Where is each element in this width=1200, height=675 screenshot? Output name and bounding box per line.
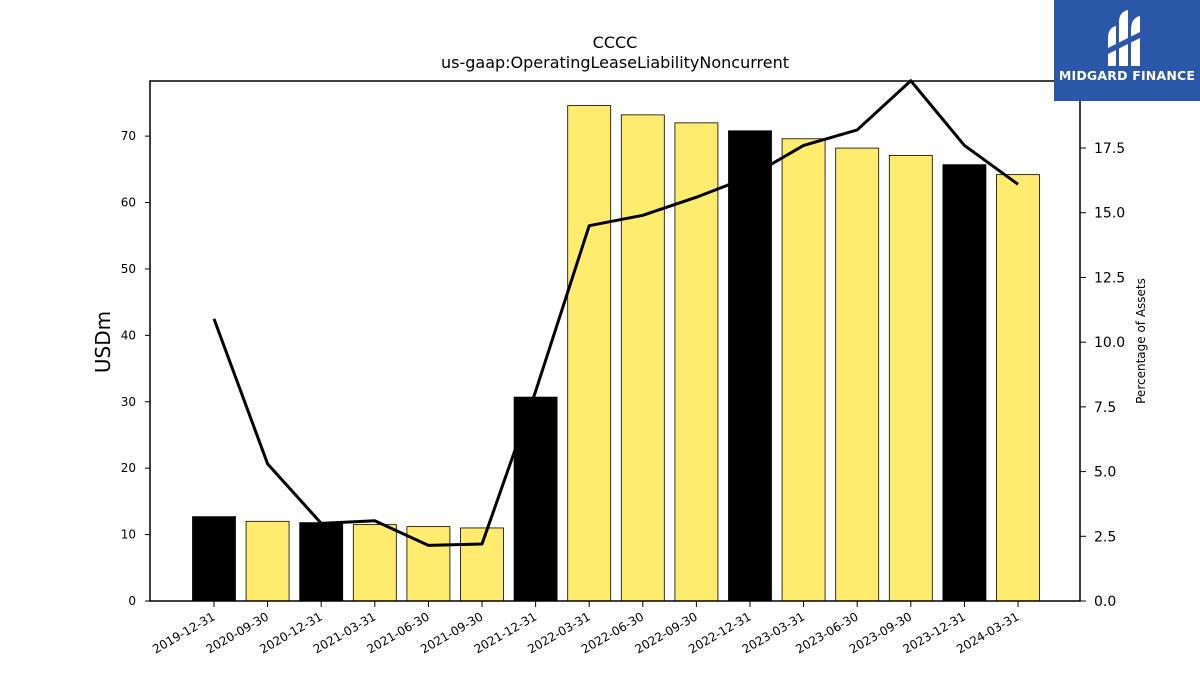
line-series [212,79,1019,547]
x-axis: 2019-12-312020-09-302020-12-312021-03-31… [150,601,1022,656]
bar [245,520,290,602]
y-tick-label: 50 [121,262,136,276]
brand-logo: MIDGARD FINANCE [1054,0,1200,101]
bar [192,516,236,602]
bar [299,522,344,602]
y2-tick-label: 7.5 [1094,400,1116,416]
bar [352,524,397,602]
y2-tick-label: 12.5 [1094,270,1125,286]
y-tick-label: 40 [121,328,136,342]
bar [996,174,1040,602]
y2-tick-label: 10.0 [1094,335,1125,351]
bar [513,396,558,602]
bar [460,527,504,602]
bar [888,154,933,602]
bar [674,122,719,602]
chart-title: CCCC [593,33,638,52]
y-tick-label: 10 [121,528,136,542]
y-tick-label: 70 [121,129,136,143]
brand-name: MIDGARD FINANCE [1058,68,1196,83]
bar [620,114,665,602]
y-tick-label: 30 [121,395,136,409]
bar [567,105,612,602]
y-tick-label: 20 [121,461,136,475]
right-y-axis: 0.02.55.07.510.012.515.017.520.0 [1080,76,1125,610]
bar [835,147,880,602]
y-tick-label: 0 [128,594,136,608]
y2-tick-label: 17.5 [1094,141,1125,157]
y2-tick-label: 5.0 [1094,465,1116,481]
bar-series [192,105,1040,602]
midgard-logo-icon [1104,8,1150,70]
line-path [212,79,1019,547]
bar [781,138,826,602]
y2-axis-label: Percentage of Assets [1134,278,1148,404]
bar [728,130,772,602]
bar [942,164,987,602]
chart-subtitle: us-gaap:OperatingLeaseLiabilityNoncurren… [441,53,789,72]
plot-frame [149,80,1081,602]
y2-tick-label: 2.5 [1094,529,1116,545]
y2-tick-label: 15.0 [1094,206,1125,222]
y2-tick-label: 0.0 [1094,594,1116,610]
y-axis-label: USDm [91,311,115,373]
left-y-axis: 0 10 20 30 40 50 60 70 [121,129,150,608]
y-tick-label: 60 [121,196,136,210]
